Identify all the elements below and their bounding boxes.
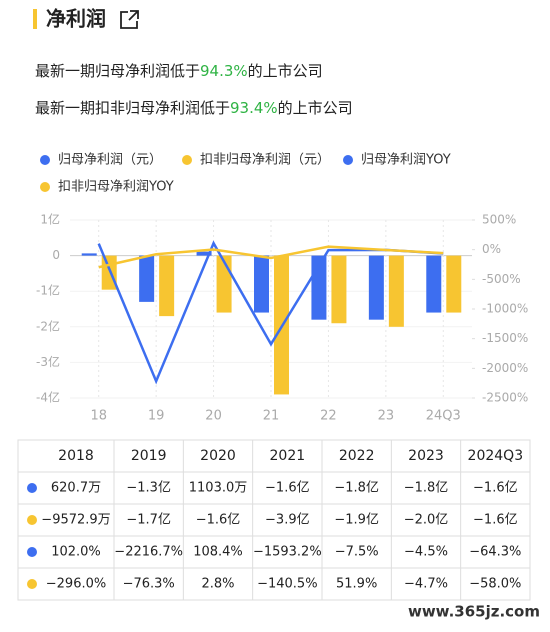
table-cell: 51.9% — [336, 577, 377, 592]
icon-box — [120, 11, 138, 29]
table-header: 2022 — [339, 448, 375, 464]
summary-line: 最新一期归母净利润低于94.3%的上市公司 — [35, 62, 323, 80]
table: 2018 2019 2020 2021 2022 2023 2024Q3 620.7万 −1.3… — [17, 439, 531, 601]
table-cell: −4.5% — [404, 545, 448, 560]
summary-text: 最新一期扣非归母净利润低于 — [35, 99, 230, 117]
y2-tick-label: -1000% — [482, 302, 528, 316]
y-tick-label: -2亿 — [36, 318, 60, 333]
table-cell: −1.6亿 — [265, 481, 310, 496]
table-cell: −3.9亿 — [265, 513, 310, 528]
table-cell: −1.6亿 — [196, 513, 241, 528]
bar — [196, 251, 212, 256]
table-cell: −58.0% — [469, 577, 521, 592]
table-cell: −1.6亿 — [473, 481, 518, 496]
table-cell: −7.5% — [335, 545, 379, 560]
table-header: 2019 — [131, 448, 167, 464]
summary-text: 的上市公司 — [278, 99, 353, 117]
bar — [388, 255, 404, 327]
y2-tick-label: -2000% — [482, 361, 528, 375]
bar — [446, 255, 462, 313]
table-header: 2024Q3 — [468, 448, 524, 464]
table-cell: −2216.7% — [114, 545, 183, 560]
legend-swatch — [40, 182, 50, 192]
y-tick-label: -3亿 — [36, 354, 60, 369]
bar — [254, 255, 269, 313]
y-tick-label: -1亿 — [36, 283, 60, 298]
icon-arrow — [128, 10, 139, 21]
row-dot — [27, 515, 37, 525]
legend-label: 扣非归母净利润（元） — [200, 153, 330, 168]
external-link-icon[interactable] — [120, 10, 139, 29]
table-cell: −296.0% — [46, 577, 106, 592]
y-tick-label: -4亿 — [36, 390, 60, 405]
x-tick-label: 19 — [148, 409, 165, 424]
table-cell: −76.3% — [123, 577, 175, 592]
table-header: 2018 — [58, 448, 94, 464]
table-cell: −1.8亿 — [404, 481, 449, 496]
summary-highlight: 94.3% — [200, 62, 248, 80]
legend-label: 扣非归母净利润YOY — [58, 180, 174, 195]
x-tick-label: 18 — [90, 409, 107, 424]
summary-highlight: 93.4% — [230, 99, 278, 117]
y-tick-label: 0 — [52, 248, 60, 262]
table-cell: −64.3% — [469, 545, 521, 560]
legend-swatch — [40, 155, 50, 165]
table-cell: −1593.2% — [253, 545, 322, 560]
y2-tick-label: -500% — [482, 272, 521, 286]
bar — [368, 255, 384, 320]
row-dot — [27, 579, 37, 589]
table-cell: −1.3亿 — [126, 481, 171, 496]
y2-tick-label: -2500% — [482, 391, 528, 405]
table-cell: 620.7万 — [51, 481, 101, 496]
x-tick-label: 20 — [205, 409, 222, 424]
bar — [139, 255, 155, 302]
x-tick-label: 24Q3 — [426, 409, 461, 424]
summary-text: 的上市公司 — [248, 62, 323, 80]
legend-label: 归母净利润YOY — [361, 153, 451, 168]
table-cell: −140.5% — [257, 577, 317, 592]
row-dot — [27, 547, 37, 557]
title-accent — [33, 9, 37, 29]
table-cell: 108.4% — [193, 545, 243, 560]
y2-tick-label: 500% — [482, 213, 516, 227]
bar — [81, 253, 97, 256]
y2-tick-label: 0% — [482, 242, 501, 256]
row-dot — [27, 483, 37, 493]
page-title: 净利润 — [46, 7, 106, 31]
summary-text: 最新一期归母净利润低于 — [35, 62, 200, 80]
table-cell: −4.7% — [404, 577, 448, 592]
table-cell: −1.9亿 — [334, 513, 379, 528]
bar — [426, 255, 442, 313]
y-tick-label: 1亿 — [40, 212, 60, 227]
table-border — [17, 439, 531, 601]
bar — [159, 255, 175, 317]
y2-tick-label: -1500% — [482, 331, 528, 345]
table-cell: 2.8% — [201, 577, 234, 592]
x-tick-label: 21 — [263, 409, 280, 424]
chart: 归母净利润（元） 扣非归母净利润（元） 归母净利润YOY 扣非归母净利润YOY 1亿 0 -… — [36, 153, 528, 424]
x-tick-label: 22 — [320, 409, 337, 424]
table-cell: −1.7亿 — [126, 513, 171, 528]
line — [98, 245, 444, 269]
table-header: 2021 — [270, 448, 306, 464]
table-cell: 1103.0万 — [189, 481, 248, 496]
summary-line: 最新一期扣非归母净利润低于93.4%的上市公司 — [35, 99, 353, 117]
legend-swatch — [343, 155, 353, 165]
table-header: 2023 — [408, 448, 444, 464]
bar — [331, 255, 347, 324]
legend-swatch — [182, 155, 192, 165]
table-cell: 102.0% — [51, 545, 101, 560]
watermark: www.365jz.com — [408, 603, 540, 621]
table-cell: −1.6亿 — [473, 513, 518, 528]
x-tick-label: 23 — [378, 409, 395, 424]
legend-label: 归母净利润（元） — [58, 153, 162, 168]
table-cell: −9572.9万 — [41, 513, 110, 528]
table-cell: −2.0亿 — [404, 513, 449, 528]
table-header: 2020 — [200, 448, 236, 464]
table-cell: −1.8亿 — [334, 481, 379, 496]
